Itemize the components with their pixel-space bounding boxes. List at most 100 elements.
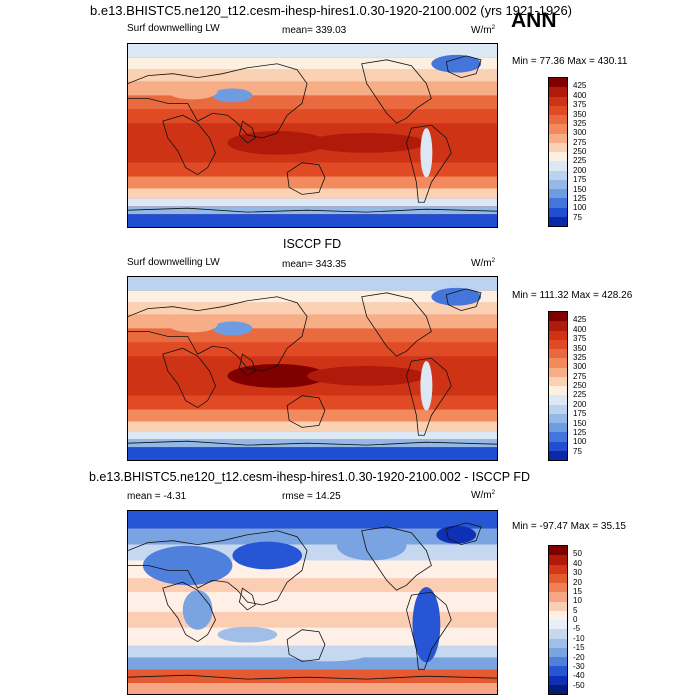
colorbar-swatch	[549, 78, 567, 88]
colorbar-swatch	[549, 620, 567, 630]
colorbar-tick-label: 350	[573, 109, 587, 119]
colorbar-tick-label: 325	[573, 352, 587, 362]
panel3-rmse: rmse = 14.25	[282, 491, 341, 502]
colorbar-tick-label: 175	[573, 175, 587, 185]
field-blob	[412, 587, 441, 663]
colorbar-tick-label: 75	[573, 446, 582, 456]
field-blob	[167, 83, 218, 100]
colorbar-tick-label: 300	[573, 362, 587, 372]
panel1-units: W/m2	[471, 24, 496, 36]
colorbar-tick-label: 325	[573, 118, 587, 128]
panel3-title: b.e13.BHISTC5.ne120_t12.cesm-ihesp-hires…	[89, 470, 530, 484]
field-blob	[431, 287, 482, 306]
colorbar-tick-label: 50	[573, 549, 582, 559]
coastline	[361, 526, 432, 591]
field-band	[128, 44, 497, 58]
coastline	[162, 581, 216, 643]
colorbar-swatch	[549, 358, 567, 368]
field-blob	[307, 366, 427, 386]
field-band	[128, 683, 497, 694]
colorbar-swatch	[549, 555, 567, 565]
colorbar-swatch	[549, 349, 567, 359]
colorbar-swatch	[549, 395, 567, 405]
colorbar-tick-label: 30	[573, 568, 582, 578]
colorbar-tick-label: 0	[573, 615, 578, 624]
field-band	[128, 431, 497, 440]
panel2-colorbar	[548, 311, 568, 461]
colorbar-swatch	[549, 629, 567, 639]
colorbar-swatch	[549, 339, 567, 349]
colorbar-tick-label: 425	[573, 315, 587, 325]
coastline	[128, 530, 308, 606]
colorbar-tick-label: 100	[573, 203, 587, 213]
colorbar-swatch	[549, 330, 567, 340]
colorbar-tick-label: 5	[573, 605, 578, 615]
panel2-title: ISCCP FD	[283, 237, 342, 251]
colorbar-tick-label: 425	[573, 81, 587, 91]
colorbar-swatch	[549, 413, 567, 423]
field-blob	[287, 647, 367, 662]
colorbar-swatch	[549, 312, 567, 322]
colorbar-tick-label: 400	[573, 90, 587, 100]
colorbar-swatch	[549, 684, 567, 694]
colorbar-swatch	[549, 583, 567, 593]
coastline	[445, 522, 482, 546]
panel3-units: W/m2	[471, 489, 496, 501]
field-blob	[420, 128, 433, 178]
colorbar-swatch	[549, 601, 567, 611]
field-band	[128, 69, 497, 82]
field-blob	[227, 131, 327, 155]
coastline	[128, 63, 308, 139]
colorbar-swatch	[549, 198, 567, 208]
panel3-minmax: Min = -97.47 Max = 35.15	[512, 521, 626, 532]
colorbar-tick-label: -10	[573, 633, 585, 643]
field-band	[128, 611, 497, 628]
coastline	[128, 674, 497, 680]
field-band	[128, 162, 497, 177]
colorbar-swatch	[549, 142, 567, 152]
colorbar-swatch	[549, 87, 567, 97]
colorbar-tick-label: 150	[573, 418, 587, 428]
coastline	[286, 162, 326, 195]
colorbar-swatch	[549, 96, 567, 106]
colorbar-tick-label: 225	[573, 390, 587, 400]
colorbar-swatch	[549, 423, 567, 433]
panel2-variable: Surf downwelling LW	[127, 257, 220, 268]
coastline	[238, 587, 256, 611]
field-blob	[336, 530, 407, 561]
field-band	[128, 57, 497, 70]
field-band	[128, 578, 497, 593]
field-blob	[217, 626, 278, 643]
field-band	[128, 511, 497, 529]
colorbar-swatch	[549, 170, 567, 180]
season-label: ANN	[511, 9, 557, 32]
coastline	[406, 357, 452, 436]
figure-title: b.e13.BHISTC5.ne120_t12.cesm-ihesp-hires…	[90, 3, 573, 18]
colorbar-tick-label: 350	[573, 343, 587, 353]
colorbar-tick-label: -15	[573, 643, 585, 653]
field-band	[128, 214, 497, 227]
coastline	[128, 207, 497, 213]
colorbar-tick-label: 200	[573, 165, 587, 175]
field-band	[128, 409, 497, 422]
panel2-units: W/m2	[471, 257, 496, 269]
colorbar-swatch	[549, 367, 567, 377]
colorbar-tick-label: -50	[573, 680, 585, 690]
colorbar-tick-label: 125	[573, 427, 587, 437]
colorbar-tick-label: 275	[573, 137, 587, 147]
field-band	[128, 342, 497, 357]
field-band	[128, 447, 497, 460]
field-band	[128, 109, 497, 124]
field-blob	[307, 133, 427, 153]
colorbar-tick-label: 15	[573, 586, 582, 596]
panel2-map	[127, 276, 498, 461]
colorbar-tick-label: 200	[573, 399, 587, 409]
panel2-minmax: Min = 111.32 Max = 428.26	[512, 290, 633, 301]
colorbar-swatch	[549, 115, 567, 125]
panel1-colorbar	[548, 77, 568, 227]
colorbar-tick-label: 100	[573, 437, 587, 447]
field-band	[128, 302, 497, 315]
colorbar-swatch	[549, 161, 567, 171]
panel1-minmax: Min = 77.36 Max = 430.11	[512, 56, 628, 67]
colorbar-tick-label: 75	[573, 212, 582, 222]
